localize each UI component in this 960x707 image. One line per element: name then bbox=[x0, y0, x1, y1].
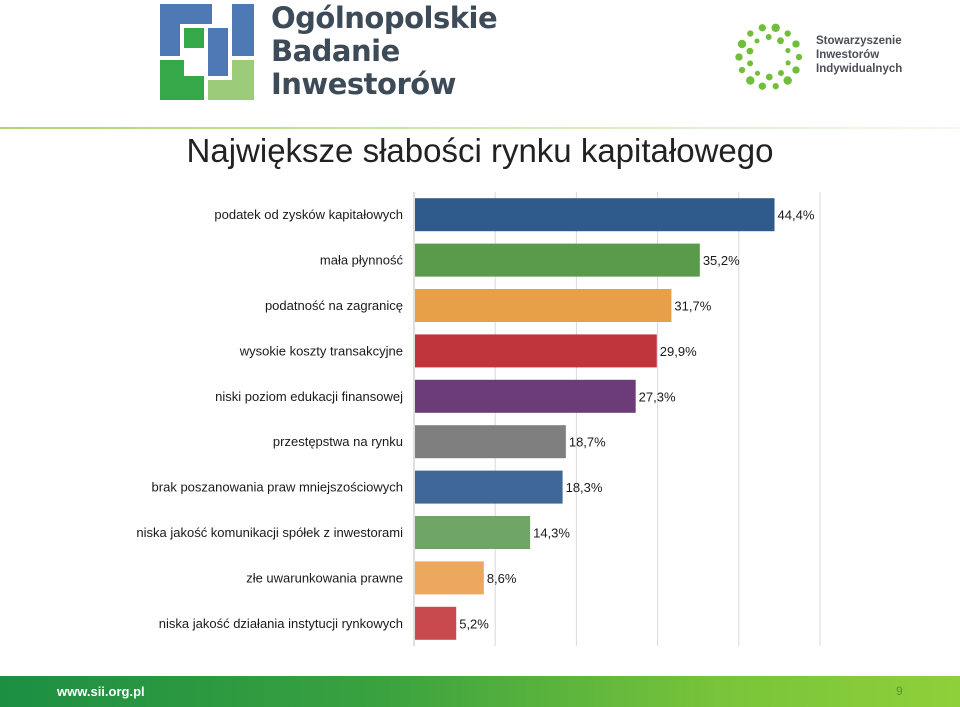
sii-logo-dot bbox=[735, 53, 743, 61]
obi-logo-icon bbox=[160, 4, 254, 100]
sii-logo-dot bbox=[792, 66, 800, 74]
sii-line-1: Stowarzyszenie bbox=[816, 35, 902, 47]
bar bbox=[415, 243, 700, 277]
category-label: niska jakość działania instytucji rynkow… bbox=[159, 616, 403, 631]
sii-logo-dot bbox=[746, 47, 754, 55]
sii-logo-dot bbox=[784, 30, 791, 37]
bar bbox=[415, 470, 563, 504]
category-label: niski poziom edukacji finansowej bbox=[215, 389, 403, 404]
data-label: 18,7% bbox=[569, 435, 606, 450]
sii-logo-dot bbox=[747, 30, 754, 37]
sii-logo-dot bbox=[772, 83, 779, 90]
sii-logo-dot bbox=[771, 23, 780, 32]
bar bbox=[415, 198, 775, 232]
sii-logo-dot bbox=[754, 70, 761, 76]
sii-logo-dot bbox=[746, 76, 755, 85]
category-label: wysokie koszty transakcyjne bbox=[239, 343, 403, 358]
sii-logo-dot bbox=[738, 66, 746, 74]
sii-logo-dot bbox=[785, 48, 791, 54]
data-label: 27,3% bbox=[639, 389, 676, 404]
bar bbox=[415, 561, 484, 595]
sii-logo-dot bbox=[754, 38, 760, 44]
data-label: 31,7% bbox=[674, 299, 711, 314]
sii-line-2: Inwestorów bbox=[816, 49, 880, 61]
category-label: niska jakość komunikacji spółek z inwest… bbox=[136, 525, 403, 540]
category-label: brak poszanowania praw mniejszościowych bbox=[152, 480, 403, 495]
data-label: 8,6% bbox=[487, 571, 517, 586]
bar bbox=[415, 516, 531, 549]
sii-logo-dot bbox=[758, 24, 766, 32]
sii-logo-dot bbox=[737, 39, 747, 49]
sii-logo-dot bbox=[758, 82, 766, 90]
footer-url-link[interactable]: www.sii.org.pl bbox=[57, 684, 145, 699]
bar bbox=[415, 425, 566, 459]
page-number: 9 bbox=[896, 684, 903, 698]
sii-logo-dot bbox=[765, 34, 772, 40]
brand-name: Ogólnopolskie Badanie Inwestorów bbox=[271, 1, 498, 101]
sii-logo-icon bbox=[735, 23, 803, 90]
sii-logo-dot bbox=[792, 40, 800, 48]
sii-logo-dot bbox=[783, 76, 792, 85]
footer-bar: www.sii.org.pl 9 bbox=[0, 676, 960, 707]
data-label: 18,3% bbox=[566, 480, 603, 495]
category-label: przestępstwa na rynku bbox=[273, 434, 403, 449]
data-label: 14,3% bbox=[533, 526, 570, 541]
data-label: 29,9% bbox=[660, 344, 697, 359]
bar bbox=[415, 334, 657, 368]
sii-logo-dot bbox=[747, 60, 754, 67]
category-label: podatność na zagranicę bbox=[265, 298, 403, 313]
header-divider bbox=[0, 127, 960, 129]
category-label: złe uwarunkowania prawne bbox=[246, 570, 403, 585]
data-label: 44,4% bbox=[778, 208, 815, 223]
sii-logo-dot bbox=[777, 37, 784, 45]
chart-title: Największe słabości rynku kapitałowego bbox=[186, 132, 774, 169]
category-label: mała płynność bbox=[320, 253, 404, 268]
data-label: 5,2% bbox=[459, 616, 489, 631]
sii-logo-dot bbox=[795, 53, 803, 61]
category-label: podatek od zysków kapitałowych bbox=[214, 207, 403, 222]
sii-name: Stowarzyszenie Inwestorów Indywidualnych bbox=[816, 34, 902, 76]
brand-line-2: Badanie bbox=[271, 34, 400, 68]
bar bbox=[415, 289, 672, 322]
sii-logo-dot bbox=[765, 73, 773, 81]
brand-line-1: Ogólnopolskie bbox=[271, 1, 498, 35]
brand-line-3: Inwestorów bbox=[271, 67, 456, 101]
sii-line-3: Indywidualnych bbox=[816, 63, 903, 75]
bar bbox=[415, 379, 636, 413]
bar bbox=[415, 606, 457, 640]
sii-logo-dot bbox=[778, 70, 784, 76]
sii-logo-dot bbox=[785, 60, 791, 66]
data-label: 35,2% bbox=[703, 253, 740, 268]
